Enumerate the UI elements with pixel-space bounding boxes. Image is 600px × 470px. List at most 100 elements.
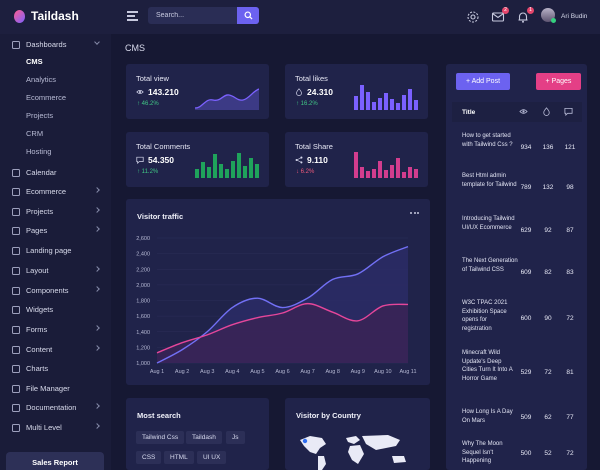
sidebar-subitem-ecommerce[interactable]: Ecommerce [26, 93, 67, 102]
table-row[interactable]: W3C TPAC 2021 Exhibition Space opens for… [452, 297, 582, 341]
sidebar-subitem-cms[interactable]: CMS [26, 57, 43, 66]
sidebar-item-label: Multi Level [26, 423, 62, 432]
title-column-header[interactable]: Title [462, 109, 476, 116]
table-row[interactable]: Best Html admin template for Tailwind 789… [452, 170, 582, 206]
mini-bar [249, 158, 253, 178]
drop-icon [296, 88, 302, 96]
stat-card-share: Total Share 9.110 ↓ 6.2% [285, 132, 428, 187]
sidebar-item-calendar[interactable]: Calendar [12, 166, 102, 179]
table-row[interactable]: Introducing Tailwind UI/UX Ecommerce 629 9… [452, 213, 582, 249]
forms-icon [12, 325, 20, 334]
table-row[interactable]: Why The Moon Sequel Isn't Happening 500 52… [452, 438, 582, 470]
search-tag[interactable]: CSS [136, 451, 162, 464]
settings-button[interactable] [466, 10, 480, 24]
mini-bar [408, 89, 412, 110]
post-views: 789 [520, 184, 532, 191]
sidebar-item-layout[interactable]: Layout [12, 264, 102, 277]
mini-bar [237, 153, 241, 178]
post-title[interactable]: Introducing Tailwind UI/UX Ecommerce [462, 216, 515, 231]
gear-icon [467, 11, 479, 23]
mini-bar [195, 169, 199, 178]
eye-icon [136, 90, 144, 94]
search-tag[interactable]: HTML [164, 451, 194, 464]
sidebar-item-content[interactable]: Content [12, 343, 102, 356]
pages-button[interactable]: + Pages [536, 73, 581, 90]
user-name[interactable]: Ari Budin [561, 13, 588, 20]
mini-bar [414, 169, 418, 178]
sidebar-item-file-manager[interactable]: File Manager [12, 382, 102, 395]
sidebar-item-forms[interactable]: Forms [12, 323, 102, 336]
chevron-right-icon [94, 423, 100, 429]
app-logo[interactable]: Taildash [14, 9, 79, 23]
stat-value: 54.350 [148, 155, 174, 165]
sidebar-item-projects[interactable]: Projects [12, 205, 102, 218]
sidebar-subitem-analytics[interactable]: Analytics [26, 75, 57, 84]
share-bar-chart [354, 152, 418, 178]
more-options-icon[interactable] [410, 212, 420, 216]
mini-bar [390, 99, 394, 110]
post-title[interactable]: W3C TPAC 2021 Exhibition Space opens for… [462, 300, 508, 332]
mini-bar [384, 93, 388, 110]
stat-change: ↓ 6.2% [296, 169, 315, 175]
sidebar-item-widgets[interactable]: Widgets [12, 303, 102, 316]
logo-icon [14, 9, 25, 23]
mail-button[interactable]: 2 [491, 7, 509, 24]
chevron-right-icon [94, 187, 100, 193]
x-tick-label: Aug 11 [399, 369, 416, 375]
sidebar-item-charts[interactable]: Charts [12, 362, 102, 375]
mini-bar [384, 170, 388, 178]
sidebar-item-dashboards[interactable]: Dashboards [12, 38, 102, 51]
search-tag[interactable]: Tailwind Css [136, 431, 185, 444]
hamburger-icon[interactable] [127, 11, 138, 21]
y-tick-label: 2,600 [136, 236, 150, 242]
mini-bar [402, 172, 406, 178]
search-input[interactable] [156, 10, 236, 21]
post-title[interactable]: Minecraft Wild Update's Deep Cities Turn… [462, 350, 513, 382]
stat-value: 24.310 [307, 87, 333, 97]
chevron-right-icon [94, 345, 100, 351]
post-title[interactable]: Why The Moon Sequel Isn't Happening [462, 441, 503, 464]
search-tag[interactable]: Js [226, 431, 245, 444]
search-button[interactable] [237, 7, 259, 24]
table-row[interactable]: The Next Generation of Tailwind CSS 609 82… [452, 255, 582, 291]
comment-icon[interactable] [564, 107, 573, 116]
table-row[interactable]: How Long Is A Day On Mars 509 62 77 [452, 406, 582, 430]
notification-button[interactable]: 1 [516, 7, 534, 24]
avatar[interactable] [541, 8, 556, 23]
x-tick-label: Aug 6 [275, 369, 289, 375]
y-tick-label: 2,400 [136, 252, 150, 258]
sidebar-subitem-crm[interactable]: CRM [26, 129, 44, 138]
post-title[interactable]: How to get started with Tailwind Css ? [462, 133, 513, 148]
post-likes: 136 [542, 144, 554, 151]
eye-icon[interactable] [519, 107, 528, 116]
post-title[interactable]: The Next Generation of Tailwind CSS [462, 258, 518, 273]
sidebar-item-ecommerce[interactable]: Ecommerce [12, 185, 102, 198]
post-title[interactable]: Best Html admin template for Tailwind [462, 173, 517, 188]
chevron-right-icon [94, 325, 100, 331]
table-row[interactable]: How to get started with Tailwind Css ? 93… [452, 130, 582, 166]
charts-icon [12, 364, 20, 373]
add-post-button[interactable]: + Add Post [456, 73, 510, 90]
sidebar-item-label: Widgets [26, 305, 54, 314]
table-row[interactable]: Minecraft Wild Update's Deep Cities Turn… [452, 347, 582, 399]
stat-change: ↑ 46.2% [137, 101, 159, 107]
mini-bar [219, 164, 223, 178]
components-icon [12, 286, 20, 295]
sales-report-button[interactable]: Sales Report [6, 452, 104, 470]
cart-icon [12, 187, 20, 196]
dashboard-icon [12, 40, 20, 49]
sidebar-item-pages[interactable]: Pages [12, 224, 102, 237]
sidebar-subitem-hosting[interactable]: Hosting [26, 147, 52, 156]
sidebar-item-components[interactable]: Components [12, 284, 102, 297]
search-box [148, 7, 259, 24]
search-tag[interactable]: Taildash [186, 431, 222, 444]
post-title[interactable]: How Long Is A Day On Mars [462, 409, 513, 424]
sidebar-subitem-projects[interactable]: Projects [26, 111, 54, 120]
search-tag[interactable]: UI UX [197, 451, 227, 464]
drop-icon[interactable] [542, 107, 551, 116]
sidebar-item-multi-level[interactable]: Multi Level [12, 421, 102, 434]
mini-bar [378, 161, 382, 178]
sidebar-item-landing-page[interactable]: Landing page [12, 244, 102, 257]
stat-change-value: 16.2% [300, 101, 318, 107]
sidebar-item-documentation[interactable]: Documentation [12, 401, 102, 414]
